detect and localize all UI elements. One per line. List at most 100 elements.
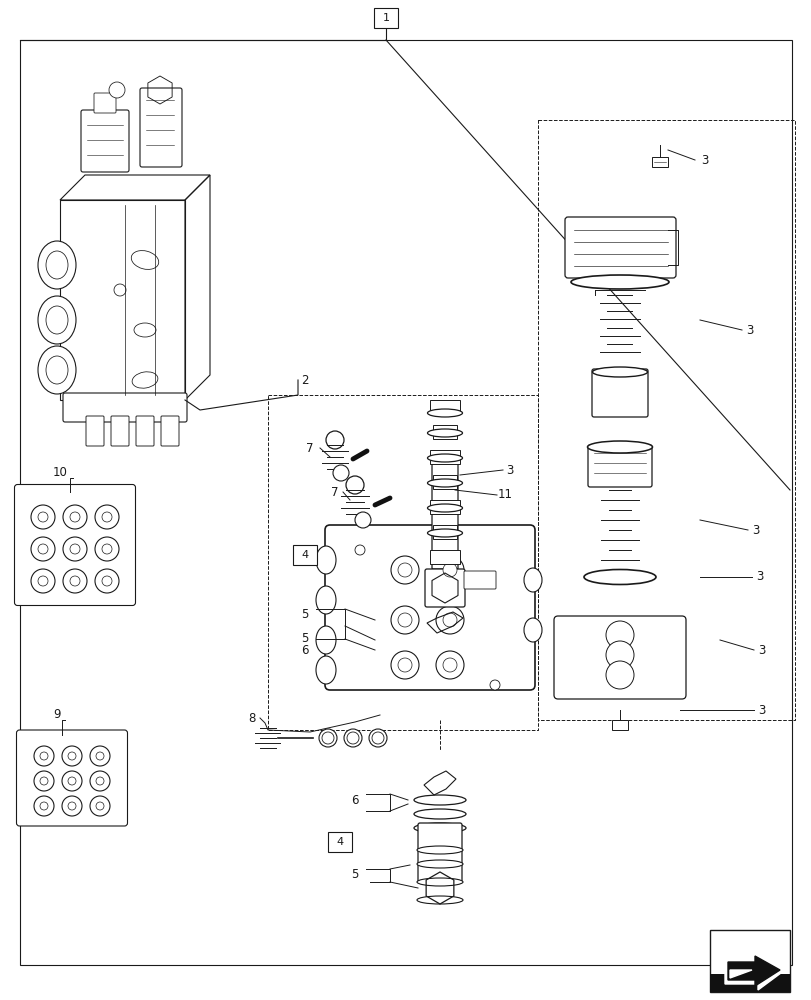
Text: 3: 3 bbox=[506, 464, 513, 477]
FancyBboxPatch shape bbox=[591, 369, 647, 417]
Text: 9: 9 bbox=[54, 708, 61, 721]
Circle shape bbox=[443, 613, 457, 627]
Circle shape bbox=[346, 732, 358, 744]
FancyBboxPatch shape bbox=[16, 730, 127, 826]
Polygon shape bbox=[729, 970, 751, 978]
Bar bbox=[430, 400, 460, 414]
Bar bbox=[651, 157, 667, 167]
Text: 6: 6 bbox=[301, 644, 308, 656]
Circle shape bbox=[40, 802, 48, 810]
Circle shape bbox=[605, 661, 633, 689]
Ellipse shape bbox=[427, 529, 462, 537]
Text: 5: 5 bbox=[301, 632, 308, 644]
Ellipse shape bbox=[315, 546, 336, 574]
Text: 3: 3 bbox=[745, 324, 753, 336]
FancyBboxPatch shape bbox=[81, 110, 129, 172]
Circle shape bbox=[371, 732, 384, 744]
Text: 3: 3 bbox=[757, 704, 765, 716]
Bar bbox=[709, 930, 789, 992]
Polygon shape bbox=[727, 956, 779, 986]
Circle shape bbox=[38, 544, 48, 554]
Circle shape bbox=[96, 777, 104, 785]
Ellipse shape bbox=[46, 306, 68, 334]
FancyBboxPatch shape bbox=[424, 569, 465, 607]
Text: 4: 4 bbox=[301, 550, 308, 560]
Circle shape bbox=[443, 658, 457, 672]
Bar bbox=[432, 475, 457, 489]
FancyBboxPatch shape bbox=[139, 88, 182, 167]
Bar bbox=[432, 525, 457, 539]
Text: 3: 3 bbox=[701, 154, 708, 167]
Ellipse shape bbox=[427, 504, 462, 512]
Text: 3: 3 bbox=[757, 644, 765, 656]
Circle shape bbox=[443, 563, 457, 577]
Ellipse shape bbox=[134, 323, 156, 337]
FancyBboxPatch shape bbox=[587, 445, 651, 487]
Ellipse shape bbox=[523, 568, 541, 592]
Text: 11: 11 bbox=[497, 488, 512, 502]
Ellipse shape bbox=[38, 241, 76, 289]
Circle shape bbox=[397, 613, 411, 627]
FancyBboxPatch shape bbox=[418, 823, 461, 882]
Ellipse shape bbox=[592, 367, 646, 377]
Ellipse shape bbox=[414, 823, 466, 833]
Bar bbox=[374, 8, 397, 28]
Circle shape bbox=[397, 563, 411, 577]
Circle shape bbox=[68, 777, 76, 785]
Bar bbox=[430, 500, 460, 514]
Ellipse shape bbox=[315, 656, 336, 684]
Bar bbox=[432, 425, 457, 439]
Circle shape bbox=[354, 512, 371, 528]
Text: 7: 7 bbox=[306, 442, 313, 454]
Ellipse shape bbox=[315, 626, 336, 654]
Text: 10: 10 bbox=[53, 466, 67, 479]
Text: 2: 2 bbox=[301, 373, 308, 386]
Ellipse shape bbox=[414, 809, 466, 819]
Bar bbox=[611, 720, 627, 730]
Text: 7: 7 bbox=[331, 486, 338, 498]
Text: 5: 5 bbox=[351, 868, 358, 882]
FancyBboxPatch shape bbox=[324, 525, 534, 690]
Ellipse shape bbox=[315, 586, 336, 614]
Circle shape bbox=[391, 606, 418, 634]
Circle shape bbox=[102, 512, 112, 522]
Bar bbox=[293, 545, 316, 565]
Ellipse shape bbox=[427, 429, 462, 437]
Circle shape bbox=[40, 777, 48, 785]
Circle shape bbox=[109, 82, 125, 98]
Circle shape bbox=[102, 544, 112, 554]
Circle shape bbox=[38, 512, 48, 522]
Circle shape bbox=[70, 544, 80, 554]
Bar bbox=[709, 974, 789, 992]
Ellipse shape bbox=[344, 729, 362, 747]
Ellipse shape bbox=[319, 729, 337, 747]
Circle shape bbox=[102, 576, 112, 586]
Circle shape bbox=[322, 732, 333, 744]
Circle shape bbox=[70, 576, 80, 586]
Ellipse shape bbox=[523, 618, 541, 642]
Ellipse shape bbox=[427, 479, 462, 487]
FancyBboxPatch shape bbox=[135, 416, 154, 446]
FancyBboxPatch shape bbox=[564, 217, 676, 278]
Ellipse shape bbox=[417, 846, 462, 854]
FancyBboxPatch shape bbox=[86, 416, 104, 446]
Circle shape bbox=[391, 556, 418, 584]
Circle shape bbox=[391, 651, 418, 679]
Circle shape bbox=[489, 680, 500, 690]
Bar bbox=[430, 450, 460, 464]
Circle shape bbox=[436, 651, 463, 679]
Circle shape bbox=[40, 752, 48, 760]
Ellipse shape bbox=[417, 896, 462, 904]
Ellipse shape bbox=[131, 251, 158, 269]
Polygon shape bbox=[724, 954, 784, 990]
Ellipse shape bbox=[583, 570, 655, 584]
Circle shape bbox=[333, 465, 349, 481]
Text: 8: 8 bbox=[248, 711, 255, 724]
Circle shape bbox=[436, 556, 463, 584]
Bar bbox=[430, 550, 460, 564]
Ellipse shape bbox=[46, 251, 68, 279]
FancyBboxPatch shape bbox=[15, 485, 135, 605]
Circle shape bbox=[68, 752, 76, 760]
Ellipse shape bbox=[570, 275, 668, 289]
Text: 5: 5 bbox=[301, 608, 308, 621]
